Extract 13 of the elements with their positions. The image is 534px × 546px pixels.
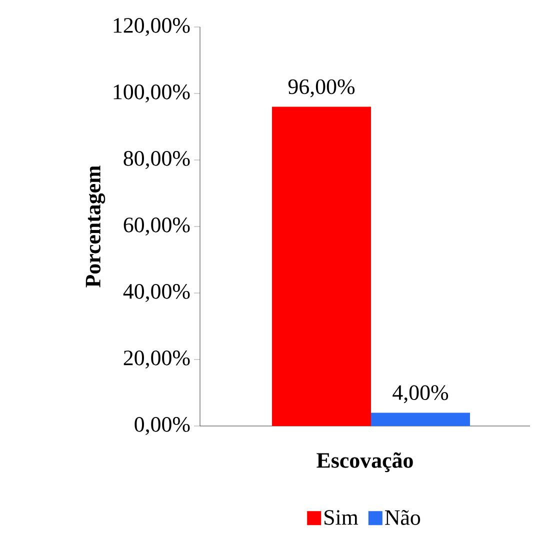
y-tick-label: 0,00% (134, 417, 190, 435)
y-tick-label: 100,00% (114, 84, 190, 102)
y-tick-label: 40,00% (123, 284, 190, 302)
y-tick-label: 60,00% (124, 218, 190, 236)
y-tick-label: 120,00% (114, 18, 190, 36)
y-tick-label: 80,00% (124, 151, 190, 169)
legend-label: Sim (324, 510, 358, 525)
y-axis-title: Porcentagem (86, 166, 106, 288)
x-axis-title: Escovação (316, 452, 413, 472)
data-label: 4,00% (392, 385, 448, 404)
y-tick-label: 20,00% (124, 350, 190, 368)
data-label: 96,00% (288, 79, 355, 98)
legend-label: Não (385, 510, 420, 525)
